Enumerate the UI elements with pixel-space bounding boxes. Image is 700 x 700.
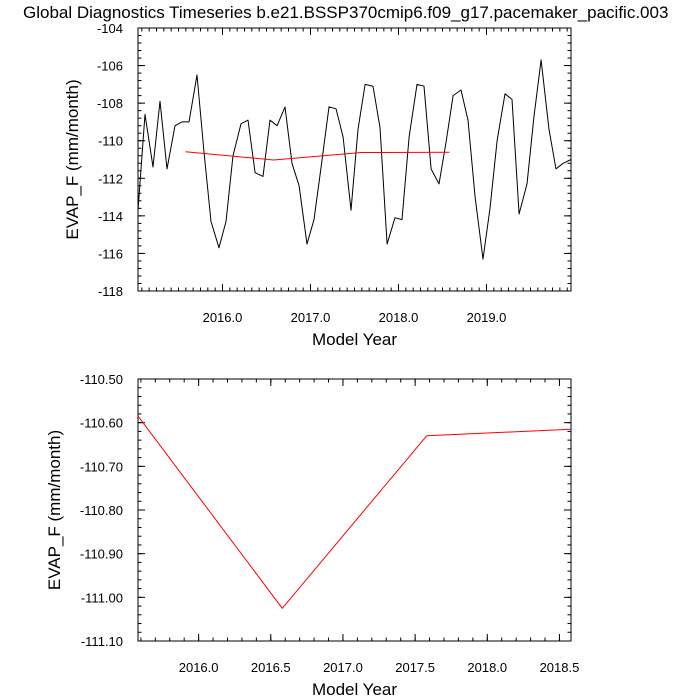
x-tick-label: 2016.0 xyxy=(203,310,243,325)
page-title: Global Diagnostics Timeseries b.e21.BSSP… xyxy=(23,3,669,22)
series-line-1 xyxy=(137,415,572,609)
y-tick-label: -114 xyxy=(98,209,123,224)
y-tick-label: -110.60 xyxy=(80,416,123,431)
y-tick-label: -104 xyxy=(97,21,123,36)
x-tick-label: 2019.0 xyxy=(467,310,507,325)
x-tick-label: 2017.0 xyxy=(291,310,331,325)
x-tick-label: 2018.0 xyxy=(467,660,507,675)
x-tick-label: 2018.0 xyxy=(379,310,419,325)
x-tick-label: 2016.5 xyxy=(251,660,291,675)
series-line-1 xyxy=(137,59,572,260)
plot-frame-2 xyxy=(137,378,572,642)
y-tick-label: -116 xyxy=(98,246,123,261)
y-tick-label: -106 xyxy=(97,59,123,74)
y-axis-title: EVAP_F (mm/month) xyxy=(45,430,64,590)
y-tick-label: -110.90 xyxy=(80,547,123,562)
y-tick-label: -111.00 xyxy=(81,590,123,605)
x-tick-label: 2017.0 xyxy=(323,660,363,675)
y-tick-label: -110.80 xyxy=(80,503,123,518)
y-tick-label: -112 xyxy=(98,171,123,186)
y-tick-label: -110.70 xyxy=(80,459,123,474)
y-axis-title: EVAP_F (mm/month) xyxy=(63,79,82,239)
x-tick-label: 2018.5 xyxy=(540,660,580,675)
y-tick-label: -110 xyxy=(98,134,123,149)
y-tick-label: -111.10 xyxy=(81,634,123,649)
x-tick-label: 2016.0 xyxy=(179,660,219,675)
x-tick-label: 2017.5 xyxy=(395,660,435,675)
y-tick-label: -118 xyxy=(98,284,123,299)
y-tick-label: -110.50 xyxy=(80,372,123,387)
series-line-2 xyxy=(185,151,450,161)
y-tick-label: -108 xyxy=(97,96,123,111)
plot-frame-1 xyxy=(137,27,572,292)
x-axis-title: Model Year xyxy=(312,680,397,699)
x-axis-title: Model Year xyxy=(312,330,397,349)
